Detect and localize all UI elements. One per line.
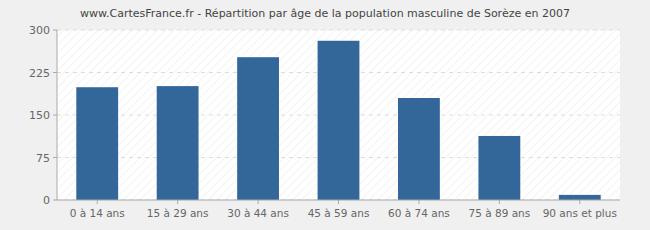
x-tick: [579, 200, 580, 204]
chart-svg: www.CartesFrance.fr - Répartition par âg…: [0, 0, 650, 230]
bar: [318, 41, 360, 200]
bar: [157, 86, 199, 200]
y-tick-label: 225: [29, 67, 50, 80]
x-tick-label: 0 à 14 ans: [70, 207, 125, 219]
x-tick: [177, 200, 178, 204]
x-tick-label: 75 à 89 ans: [468, 207, 530, 219]
plot-area: [57, 30, 620, 200]
y-axis: [57, 30, 58, 200]
x-tick: [418, 200, 419, 204]
x-tick: [97, 200, 98, 204]
bar: [398, 98, 440, 200]
chart-container: www.CartesFrance.fr - Répartition par âg…: [0, 0, 650, 230]
title: www.CartesFrance.fr - Répartition par âg…: [80, 7, 570, 20]
y-tick-label: 75: [36, 152, 50, 165]
background: [0, 0, 650, 230]
bars: [76, 41, 600, 200]
x-tick-label: 30 à 44 ans: [227, 207, 289, 219]
y-tick-label: 150: [29, 109, 50, 122]
grid-line: [57, 30, 620, 31]
x-tick-label: 45 à 59 ans: [308, 207, 370, 219]
x-tick: [499, 200, 500, 204]
bar: [76, 87, 118, 200]
y-tick: [53, 72, 57, 73]
x-tick-label: 15 à 29 ans: [147, 207, 209, 219]
x-tick: [338, 200, 339, 204]
y-tick: [53, 30, 57, 31]
y-tick: [53, 200, 57, 201]
y-tick-label: 0: [43, 194, 50, 207]
y-tick: [53, 157, 57, 158]
bar: [478, 136, 520, 200]
x-tick-label: 90 ans et plus: [543, 207, 617, 219]
bar: [237, 57, 279, 200]
x-tick: [258, 200, 259, 204]
grid-line: [57, 200, 620, 201]
bar: [559, 195, 601, 200]
x-axis: [57, 200, 620, 201]
y-tick-label: 300: [29, 24, 50, 37]
x-tick-label: 60 à 74 ans: [388, 207, 450, 219]
y-tick: [53, 115, 57, 116]
